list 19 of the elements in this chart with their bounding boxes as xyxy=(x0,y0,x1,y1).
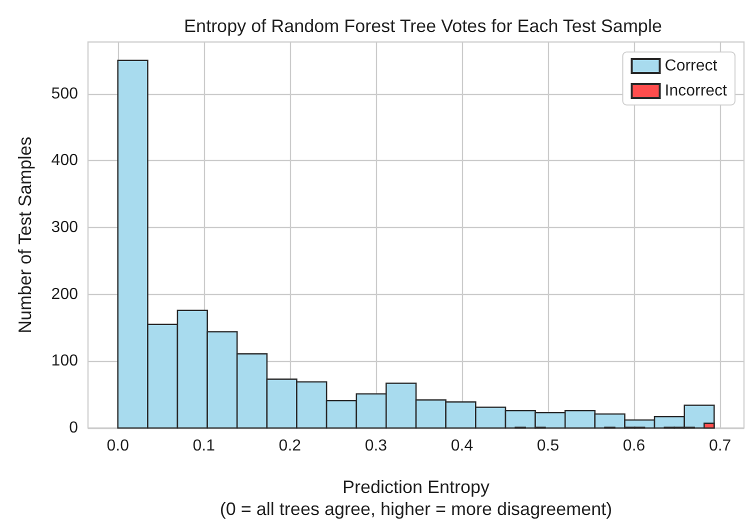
x-axis-title: Prediction Entropy (0 = all trees agree, higher = more disagreement) xyxy=(220,477,612,519)
x-tick-label: 0.3 xyxy=(364,438,388,454)
y-tick-label: 400 xyxy=(51,152,78,170)
x-tick-label: 0.6 xyxy=(622,438,646,454)
x-tick-label: 0.5 xyxy=(536,438,560,454)
x-tick-label: 0.0 xyxy=(106,438,130,454)
x-tick-label: 0.7 xyxy=(708,438,732,454)
legend-label: Incorrect xyxy=(664,82,728,100)
x-tick-label: 0.1 xyxy=(192,438,216,454)
y-axis-title: Number of Test Samples xyxy=(15,136,35,334)
x-tick-label: 0.4 xyxy=(450,438,474,454)
y-tick-label: 300 xyxy=(51,218,78,236)
y-tick-label: 100 xyxy=(51,352,78,370)
y-tick-label: 500 xyxy=(51,85,78,102)
x-tick-label: 0.2 xyxy=(278,438,302,454)
y-tick-label: 200 xyxy=(51,286,78,303)
y-tick-label: 0 xyxy=(69,420,78,436)
legend-label: Correct xyxy=(664,58,718,74)
chart-title: Entropy of Random Forest Tree Votes for Each Test Sample xyxy=(184,16,662,36)
